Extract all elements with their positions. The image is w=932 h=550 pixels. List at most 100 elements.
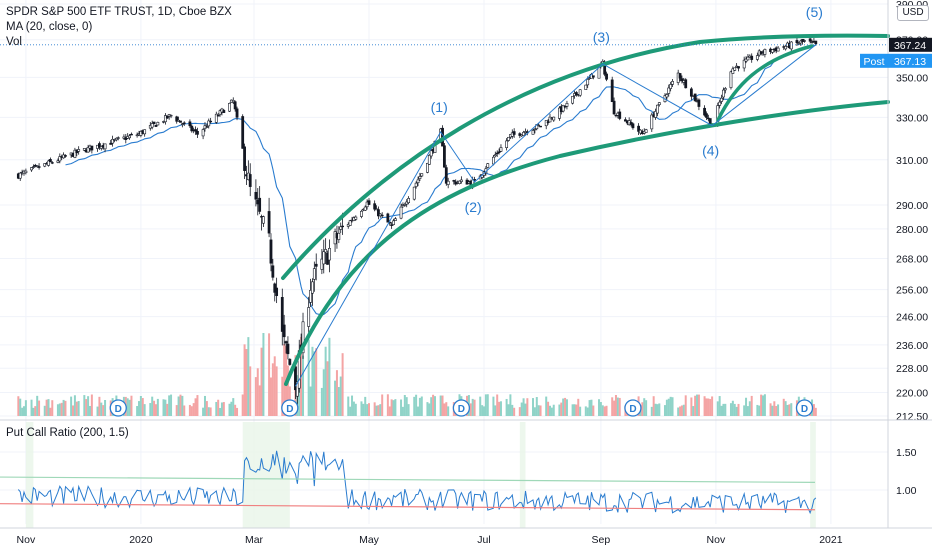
volume-bar <box>337 387 340 416</box>
volume-bar <box>735 406 738 416</box>
volume-bar <box>85 399 88 416</box>
volume-bar <box>400 399 403 416</box>
volume-bar <box>156 398 159 416</box>
candle-body <box>669 84 673 89</box>
candle-body <box>789 41 793 50</box>
candle-body <box>443 145 446 168</box>
volume-bar <box>249 366 252 416</box>
volume-bar <box>324 346 327 416</box>
candle-body <box>416 179 420 183</box>
candle-body <box>175 116 179 122</box>
volume-bar <box>520 402 523 416</box>
volume-bar <box>258 385 261 416</box>
volume-bar <box>49 407 52 416</box>
candle-body <box>531 130 535 135</box>
volume-bar <box>47 399 50 416</box>
candle-body <box>697 99 701 107</box>
currency-button[interactable]: USD <box>897 5 929 21</box>
volume-bar <box>154 404 157 416</box>
dividend-marker <box>452 399 471 417</box>
volume-bar <box>584 406 587 416</box>
volume-bar <box>507 404 510 416</box>
volume-bar <box>130 395 133 416</box>
volume-bar <box>703 396 706 416</box>
volume-bar <box>43 405 46 416</box>
volume-bar <box>573 404 576 416</box>
volume-bar <box>23 406 25 416</box>
candle-body <box>50 162 54 164</box>
volume-bar <box>652 396 655 416</box>
volume-bar <box>183 405 186 416</box>
volume-bar <box>151 396 154 416</box>
volume-bar <box>269 377 272 416</box>
volume-bar <box>697 394 700 416</box>
volume-bar <box>777 404 780 416</box>
candle-body <box>412 186 416 200</box>
volume-bar <box>505 398 508 416</box>
candle-body <box>731 68 735 74</box>
candle-body <box>114 137 118 141</box>
candle-body <box>135 134 139 137</box>
volume-bar <box>443 403 446 416</box>
candle-body <box>18 172 22 179</box>
volume-bar <box>439 395 442 416</box>
candle-body <box>771 49 774 53</box>
candle-body <box>48 159 52 162</box>
channel-lower-curve <box>284 100 890 386</box>
moving-average <box>65 44 816 316</box>
volume-bar <box>90 394 93 416</box>
candle-body <box>163 115 167 123</box>
volume-bar <box>309 386 312 416</box>
volume-bar <box>718 396 721 416</box>
candle-body <box>284 341 288 344</box>
candle-body <box>254 191 258 200</box>
last-price-value: 367.24 <box>894 40 926 52</box>
volume-bar <box>786 404 789 416</box>
candle-body <box>631 123 635 129</box>
pcr-legend[interactable]: Put Call Ratio (200, 1.5) <box>6 427 129 439</box>
volume-bar <box>126 398 129 416</box>
candle-body <box>35 165 39 167</box>
volume-bar <box>613 400 616 416</box>
trend-channel <box>281 33 890 386</box>
volume-bar <box>420 396 423 416</box>
volume-bar <box>209 407 212 416</box>
elliott-wave: (1) (2) (3) (4) (5) <box>295 4 823 387</box>
candle-body <box>312 268 316 280</box>
volume-bar <box>83 395 86 416</box>
volume-bar <box>162 399 165 416</box>
volume-bar <box>511 404 514 416</box>
candle-body <box>618 111 622 119</box>
price-tick-label: 212.50 <box>896 411 928 423</box>
volume-bar <box>481 405 484 416</box>
volume-bar <box>315 348 318 416</box>
candle-body <box>644 129 648 133</box>
volume-legend[interactable]: Vol <box>6 36 22 48</box>
pcr-upper-band <box>0 476 816 483</box>
volume-bar <box>168 395 171 416</box>
volume-bar <box>483 406 485 416</box>
volume-bar <box>313 351 316 416</box>
volume-bar <box>139 395 142 416</box>
volume-bar <box>758 405 761 416</box>
candle-body <box>86 147 90 153</box>
candle-body <box>548 116 552 123</box>
pcr-tick-label: 1.00 <box>896 485 917 497</box>
volume-bar <box>177 396 180 416</box>
candle-body <box>380 214 384 217</box>
candle-body <box>629 122 633 125</box>
volume-bar <box>75 401 78 416</box>
volume-bar <box>663 405 666 416</box>
volume-bar <box>260 347 263 416</box>
volume-bar <box>590 399 593 416</box>
candle-body <box>196 130 199 135</box>
candle-body <box>414 182 418 187</box>
volume-bar <box>273 356 276 416</box>
candle-body <box>803 40 806 42</box>
volume-bar <box>373 402 376 416</box>
candle-body <box>24 170 28 174</box>
ma-legend[interactable]: MA (20, close, 0) <box>6 21 93 33</box>
time-tick-label: 2021 <box>819 534 843 546</box>
